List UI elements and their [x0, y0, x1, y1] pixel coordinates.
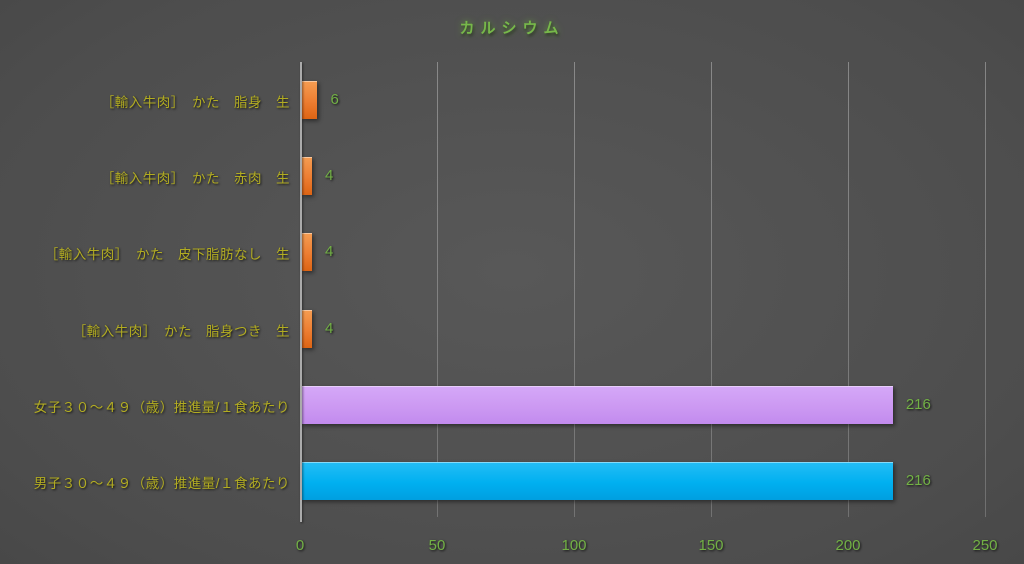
- x-tick-label: 150: [698, 537, 724, 554]
- value-label: 216: [905, 395, 931, 413]
- bar-orange[interactable]: [301, 157, 312, 196]
- value-label: 216: [905, 471, 931, 489]
- vertical-gridline: [711, 62, 712, 517]
- value-label: 4: [324, 243, 334, 261]
- bar-orange[interactable]: [301, 81, 318, 120]
- vertical-gridline: [574, 62, 575, 517]
- x-tick-label: 250: [972, 537, 998, 554]
- vertical-gridline: [848, 62, 849, 517]
- x-tick-label: 200: [835, 537, 861, 554]
- vertical-gridline: [437, 62, 438, 517]
- bar-orange[interactable]: [301, 309, 312, 348]
- bar-orange[interactable]: [301, 233, 312, 272]
- x-tick-label: 100: [561, 537, 587, 554]
- value-label: 4: [324, 319, 334, 337]
- category-label: 女子３０～４９（歳）推進量/１食あたり: [33, 399, 290, 415]
- chart-title: カルシウム: [459, 20, 565, 37]
- bar-cyan[interactable]: [301, 461, 893, 500]
- value-label: 6: [330, 91, 339, 109]
- category-label: ［輸入牛肉］ かた 赤肉 生: [100, 171, 290, 187]
- category-label: ［輸入牛肉］ かた 脂身つき 生: [72, 323, 290, 339]
- vertical-gridline: [985, 62, 986, 517]
- x-tick-label: 0: [295, 537, 305, 554]
- x-tick-label: 50: [428, 537, 446, 554]
- y-axis-line: [300, 62, 302, 522]
- category-label: ［輸入牛肉］ かた 皮下脂肪なし 生: [44, 247, 290, 263]
- value-label: 4: [324, 167, 334, 185]
- category-label: ［輸入牛肉］ かた 脂身 生: [100, 95, 290, 111]
- bar-purple[interactable]: [301, 385, 893, 424]
- category-label: 男子３０～４９（歳）推進量/１食あたり: [33, 475, 290, 491]
